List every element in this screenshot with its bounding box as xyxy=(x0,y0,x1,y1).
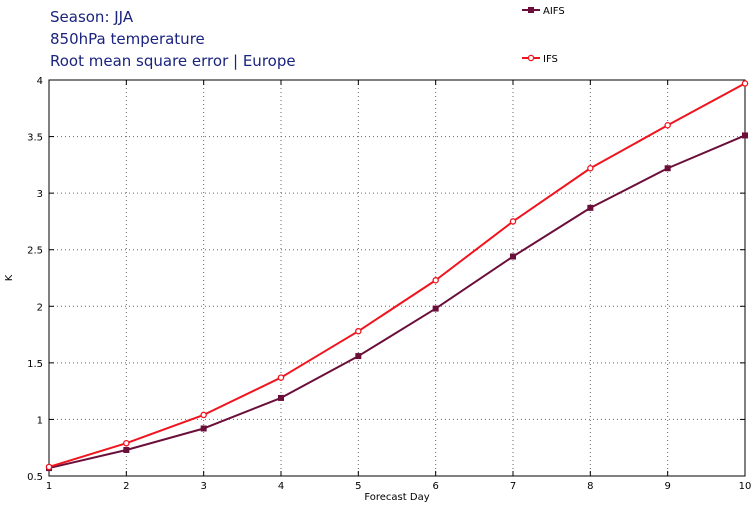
series-ifs xyxy=(45,80,749,471)
x-tick-label: 5 xyxy=(355,481,361,492)
y-tick-label: 3.5 xyxy=(27,133,43,144)
legend-label: IFS xyxy=(543,54,558,65)
legend-marker xyxy=(528,7,534,13)
title-season: Season: JJA xyxy=(50,8,134,26)
legend: AIFS IFS xyxy=(522,6,565,65)
y-tick-label: 0.5 xyxy=(27,472,43,483)
data-point-ifs xyxy=(45,463,53,471)
series-line-ifs xyxy=(48,82,746,468)
plot-area xyxy=(48,79,746,477)
x-tick-label: 1 xyxy=(46,481,52,492)
legend-label: AIFS xyxy=(543,6,565,17)
data-point-ifs xyxy=(741,80,749,87)
x-tick-label: 4 xyxy=(278,481,284,492)
series-aifs xyxy=(46,132,748,472)
data-point-aifs xyxy=(664,165,671,172)
y-tick-label: 1.5 xyxy=(27,359,43,370)
data-point-ifs xyxy=(355,327,362,335)
legend-item-ifs: IFS xyxy=(522,54,558,65)
data-point-ifs xyxy=(664,122,671,129)
x-axis-label: Forecast Day xyxy=(364,492,429,503)
y-tick-label: 3 xyxy=(37,189,43,200)
data-point-aifs xyxy=(742,132,748,139)
x-tick-label: 10 xyxy=(739,481,752,492)
series-layer xyxy=(45,80,749,472)
y-tick-labels: 0.5 1 1.5 2 2.5 3 3.5 4 xyxy=(27,76,43,483)
series-line-aifs xyxy=(48,134,746,470)
x-tick-labels: 1 2 3 4 5 6 7 8 9 10 xyxy=(46,481,752,492)
data-point-ifs xyxy=(432,277,439,284)
x-tick-label: 6 xyxy=(432,481,438,492)
data-point-ifs xyxy=(587,165,594,172)
x-tick-label: 9 xyxy=(664,481,670,492)
x-tick-label: 8 xyxy=(587,481,593,492)
legend-item-aifs: AIFS xyxy=(522,6,565,17)
data-point-aifs xyxy=(587,204,594,211)
y-tick-label: 4 xyxy=(37,76,43,87)
data-point-aifs xyxy=(510,253,516,260)
data-point-ifs xyxy=(277,374,285,381)
data-point-aifs xyxy=(432,305,439,312)
x-tick-label: 2 xyxy=(123,481,129,492)
title-variable: 850hPa temperature xyxy=(50,30,205,48)
y-axis-label: K xyxy=(4,274,15,281)
y-tick-label: 2 xyxy=(37,302,43,313)
data-point-ifs xyxy=(200,411,207,419)
data-point-aifs xyxy=(123,446,130,453)
data-point-aifs xyxy=(200,425,207,432)
data-point-aifs xyxy=(355,353,362,360)
title-metric-region: Root mean square error | Europe xyxy=(50,52,296,70)
chart-title: Season: JJA 850hPa temperature Root mean… xyxy=(50,6,296,72)
legend-marker xyxy=(527,54,535,62)
y-tick-label: 2.5 xyxy=(27,246,43,257)
data-point-ifs xyxy=(123,439,130,447)
x-tick-label: 7 xyxy=(510,481,516,492)
data-point-ifs xyxy=(509,218,517,225)
data-point-aifs xyxy=(278,394,284,401)
y-tick-label: 1 xyxy=(37,415,43,426)
tick-marks xyxy=(48,79,746,477)
x-tick-label: 3 xyxy=(200,481,206,492)
